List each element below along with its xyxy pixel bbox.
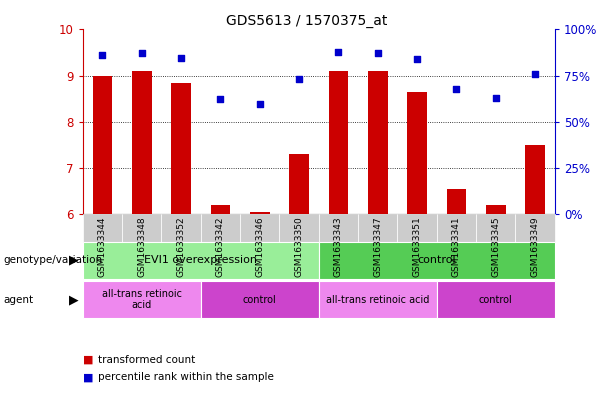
Bar bbox=[368, 71, 387, 214]
Bar bbox=[329, 71, 348, 214]
Bar bbox=[250, 212, 270, 214]
Point bbox=[255, 101, 265, 107]
Text: GSM1633351: GSM1633351 bbox=[413, 216, 422, 277]
Bar bbox=[132, 71, 151, 214]
Text: ▶: ▶ bbox=[69, 293, 78, 306]
Text: GSM1633348: GSM1633348 bbox=[137, 216, 147, 277]
Text: ■: ■ bbox=[83, 372, 93, 382]
Text: control: control bbox=[243, 295, 276, 305]
Bar bbox=[525, 145, 545, 214]
Bar bbox=[171, 83, 191, 214]
Text: genotype/variation: genotype/variation bbox=[3, 255, 102, 265]
Point bbox=[530, 71, 540, 77]
Point bbox=[491, 95, 501, 101]
Text: percentile rank within the sample: percentile rank within the sample bbox=[98, 372, 274, 382]
Bar bbox=[447, 189, 466, 214]
Text: all-trans retinoic
acid: all-trans retinoic acid bbox=[102, 289, 182, 310]
Text: GSM1633352: GSM1633352 bbox=[177, 216, 186, 277]
Bar bbox=[93, 75, 112, 214]
Text: GSM1633349: GSM1633349 bbox=[531, 216, 539, 277]
Text: GSM1633350: GSM1633350 bbox=[295, 216, 303, 277]
Text: GSM1633342: GSM1633342 bbox=[216, 216, 225, 277]
Point bbox=[97, 52, 107, 58]
Text: agent: agent bbox=[3, 295, 33, 305]
Point bbox=[412, 56, 422, 62]
Point bbox=[137, 50, 147, 56]
Text: GSM1633345: GSM1633345 bbox=[491, 216, 500, 277]
Text: GSM1633341: GSM1633341 bbox=[452, 216, 461, 277]
Text: all-trans retinoic acid: all-trans retinoic acid bbox=[326, 295, 430, 305]
Text: control: control bbox=[479, 295, 512, 305]
Point bbox=[373, 50, 383, 56]
Bar bbox=[211, 205, 230, 214]
Text: ▶: ▶ bbox=[69, 254, 78, 267]
Text: GSM1633344: GSM1633344 bbox=[98, 216, 107, 277]
Bar bbox=[407, 92, 427, 214]
Point bbox=[452, 85, 462, 92]
Text: GSM1633343: GSM1633343 bbox=[334, 216, 343, 277]
Text: ■: ■ bbox=[83, 354, 93, 365]
Point bbox=[176, 55, 186, 61]
Text: control: control bbox=[417, 255, 456, 265]
Text: transformed count: transformed count bbox=[98, 354, 196, 365]
Bar bbox=[289, 154, 309, 214]
Point bbox=[294, 76, 304, 82]
Text: EVI1 overexpression: EVI1 overexpression bbox=[144, 255, 257, 265]
Bar bbox=[486, 205, 506, 214]
Text: GSM1633347: GSM1633347 bbox=[373, 216, 383, 277]
Text: GSM1633346: GSM1633346 bbox=[255, 216, 264, 277]
Point bbox=[333, 48, 343, 55]
Point bbox=[216, 95, 226, 102]
Text: GDS5613 / 1570375_at: GDS5613 / 1570375_at bbox=[226, 14, 387, 28]
